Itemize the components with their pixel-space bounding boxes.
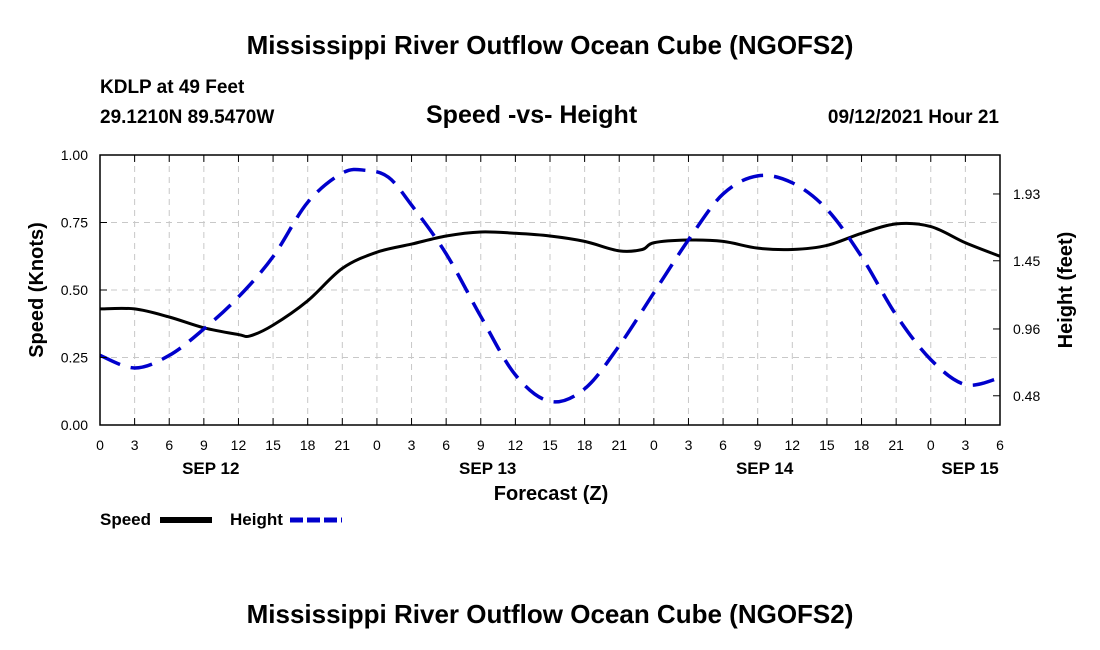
legend-label: Speed: [100, 510, 151, 529]
day-label: SEP 13: [459, 459, 516, 478]
y2-tick-label: 0.96: [1013, 321, 1040, 337]
x-tick-label: 9: [754, 437, 762, 453]
day-label: SEP 14: [736, 459, 794, 478]
x-tick-label: 6: [719, 437, 727, 453]
chart-title-top: Mississippi River Outflow Ocean Cube (NG…: [246, 30, 854, 60]
x-tick-label: 0: [373, 437, 381, 453]
x-tick-label: 0: [96, 437, 104, 453]
x-tick-label: 9: [477, 437, 485, 453]
x-tick-label: 15: [265, 437, 281, 453]
x-tick-label: 12: [785, 437, 801, 453]
x-tick-label: 9: [200, 437, 208, 453]
day-label: SEP 15: [941, 459, 998, 478]
legend-label: Height: [230, 510, 283, 529]
x-tick-label: 0: [650, 437, 658, 453]
series-lines: [99, 167, 1001, 404]
x-tick-label: 6: [996, 437, 1004, 453]
axis-ticks: 0 3 6 9 12 15 18 21 0 3 6 9 12 15 18 21 0 3 6 9 12 15 18 21 0 3 6 0…: [61, 147, 1041, 478]
x-tick-label: 3: [408, 437, 416, 453]
x-tick-label: 3: [131, 437, 139, 453]
y-tick-label: 0.25: [61, 350, 88, 366]
y2-axis-label: Height (feet): [1055, 232, 1077, 349]
x-tick-label: 15: [542, 437, 558, 453]
x-tick-label: 18: [854, 437, 870, 453]
x-tick-label: 21: [888, 437, 904, 453]
y2-tick-label: 1.45: [1013, 253, 1040, 269]
station-label: KDLP at 49 Feet: [100, 77, 245, 98]
x-tick-label: 6: [442, 437, 450, 453]
day-label: SEP 12: [182, 459, 239, 478]
y-tick-label: 0.50: [61, 282, 88, 298]
y-tick-label: 0.00: [61, 417, 88, 433]
x-tick-label: 3: [961, 437, 969, 453]
x-tick-label: 18: [300, 437, 316, 453]
x-tick-label: 0: [927, 437, 935, 453]
coordinates-label: 29.1210N 89.5470W: [100, 107, 275, 128]
speed-series-line: [99, 221, 1001, 339]
x-tick-label: 6: [165, 437, 173, 453]
x-tick-label: 18: [577, 437, 593, 453]
legend: Speed Height: [100, 510, 342, 529]
grid-lines: [100, 155, 1000, 425]
y-tick-label: 1.00: [61, 147, 88, 163]
x-tick-label: 21: [335, 437, 351, 453]
datetime-label: 09/12/2021 Hour 21: [827, 107, 999, 128]
y-axis-label: Speed (Knots): [26, 222, 48, 358]
y2-tick-label: 1.93: [1013, 186, 1040, 202]
x-tick-label: 15: [819, 437, 835, 453]
x-tick-label: 12: [231, 437, 247, 453]
chart-title-bottom: Mississippi River Outflow Ocean Cube (NG…: [246, 599, 854, 629]
x-tick-label: 21: [611, 437, 627, 453]
y-tick-label: 0.75: [61, 215, 88, 231]
x-tick-label: 12: [508, 437, 524, 453]
chart-subtitle: Speed -vs- Height: [426, 101, 638, 129]
y2-tick-label: 0.48: [1013, 388, 1040, 404]
height-series-line: [99, 167, 1001, 404]
x-axis-label: Forecast (Z): [494, 483, 608, 505]
x-tick-label: 3: [685, 437, 693, 453]
